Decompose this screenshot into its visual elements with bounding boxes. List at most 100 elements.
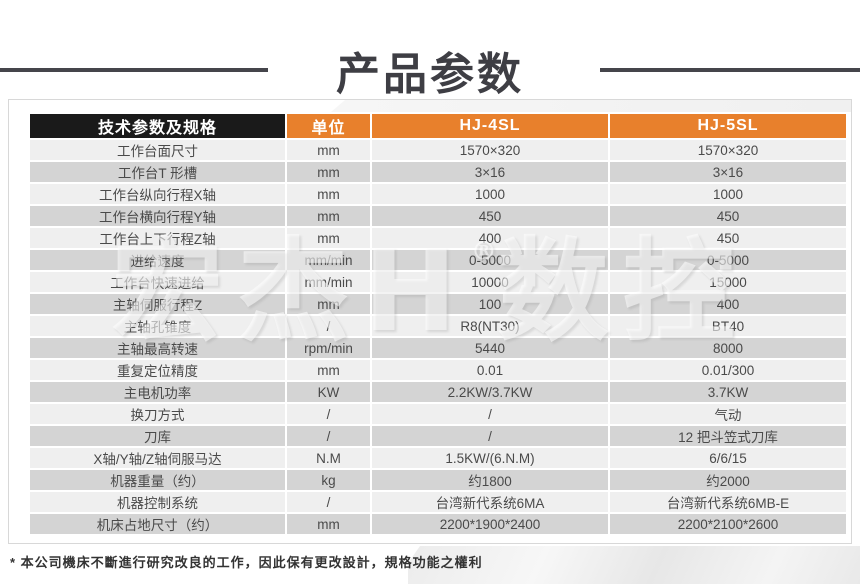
title-band: 产品参数	[0, 30, 860, 99]
spec-cell-hj5sl: 1570×320	[610, 140, 846, 160]
spec-cell-hj4sl: 2.2KW/3.7KW	[372, 382, 608, 402]
spec-row: 刀库 / / 12 把斗笠式刀库	[30, 426, 846, 446]
spec-row: 机器控制系统 / 台湾新代系统6MA 台湾新代系统6MB-E	[30, 492, 846, 512]
spec-row: 工作台横向行程Y轴 mm 450 450	[30, 206, 846, 226]
spec-cell-label: 机器控制系统	[30, 492, 285, 512]
spec-cell-label: 进给速度	[30, 250, 285, 270]
spec-cell-hj4sl: 台湾新代系统6MA	[372, 492, 608, 512]
spec-cell-hj4sl: 0.01	[372, 360, 608, 380]
spec-cell-label: 主电机功率	[30, 382, 285, 402]
spec-row: 主轴伺服行程Z mm 100 400	[30, 294, 846, 314]
header-model-hj5sl: HJ-5SL	[610, 114, 846, 138]
spec-row: 工作台上下行程Z轴 mm 400 450	[30, 228, 846, 248]
title-divider-left	[0, 68, 268, 72]
spec-row: 主轴孔锥度 / R8(NT30) BT40	[30, 316, 846, 336]
spec-cell-label: 工作台纵向行程X轴	[30, 184, 285, 204]
spec-cell-hj4sl: /	[372, 426, 608, 446]
spec-cell-hj5sl: 6/6/15	[610, 448, 846, 468]
spec-cell-hj4sl: 约1800	[372, 470, 608, 490]
spec-row: 进给速度 mm/min 0-5000 0-5000	[30, 250, 846, 270]
spec-cell-hj4sl: 100	[372, 294, 608, 314]
spec-cell-hj4sl: 1.5KW/(6.N.M)	[372, 448, 608, 468]
spec-cell-hj5sl: 12 把斗笠式刀库	[610, 426, 846, 446]
spec-cell-hj5sl: 3.7KW	[610, 382, 846, 402]
spec-cell-hj4sl: 1570×320	[372, 140, 608, 160]
title-divider-right	[600, 68, 860, 72]
spec-cell-label: X轴/Y轴/Z轴伺服马达	[30, 448, 285, 468]
spec-cell-hj4sl: R8(NT30)	[372, 316, 608, 336]
spec-cell-hj4sl: /	[372, 404, 608, 424]
spec-header-row: 技术参数及规格 单位 HJ-4SL HJ-5SL	[30, 114, 846, 138]
spec-cell-hj5sl: 0-5000	[610, 250, 846, 270]
spec-row: 换刀方式 / / 气动	[30, 404, 846, 424]
spec-cell-unit: kg	[287, 470, 370, 490]
spec-cell-unit: /	[287, 404, 370, 424]
spec-cell-unit: mm	[287, 514, 370, 534]
spec-cell-label: 重复定位精度	[30, 360, 285, 380]
spec-cell-hj5sl: BT40	[610, 316, 846, 336]
spec-cell-unit: KW	[287, 382, 370, 402]
spec-cell-unit: /	[287, 316, 370, 336]
spec-cell-label: 工作台上下行程Z轴	[30, 228, 285, 248]
spec-table: 技术参数及规格 单位 HJ-4SL HJ-5SL 工作台面尺寸 mm 1570×…	[28, 112, 848, 536]
spec-row: 重复定位精度 mm 0.01 0.01/300	[30, 360, 846, 380]
spec-cell-label: 工作台快速进给	[30, 272, 285, 292]
spec-cell-label: 工作台横向行程Y轴	[30, 206, 285, 226]
header-parameter: 技术参数及规格	[30, 114, 285, 138]
spec-cell-hj5sl: 2200*2100*2600	[610, 514, 846, 534]
decorative-top-stripe	[331, 100, 851, 112]
spec-cell-hj4sl: 2200*1900*2400	[372, 514, 608, 534]
spec-cell-unit: mm	[287, 360, 370, 380]
header-unit: 单位	[287, 114, 370, 138]
spec-cell-label: 工作台T 形槽	[30, 162, 285, 182]
spec-row: X轴/Y轴/Z轴伺服马达 N.M 1.5KW/(6.N.M) 6/6/15	[30, 448, 846, 468]
spec-row: 机床占地尺寸（约） mm 2200*1900*2400 2200*2100*26…	[30, 514, 846, 534]
spec-table-body: 工作台面尺寸 mm 1570×320 1570×320 工作台T 形槽 mm 3…	[30, 140, 846, 534]
spec-row: 工作台快速进给 mm/min 10000 15000	[30, 272, 846, 292]
spec-cell-label: 主轴伺服行程Z	[30, 294, 285, 314]
spec-cell-unit: mm	[287, 162, 370, 182]
spec-cell-unit: mm/min	[287, 250, 370, 270]
spec-row: 主电机功率 KW 2.2KW/3.7KW 3.7KW	[30, 382, 846, 402]
spec-cell-label: 刀库	[30, 426, 285, 446]
decorative-bottom-gradient	[408, 546, 860, 584]
spec-cell-label: 机器重量（约）	[30, 470, 285, 490]
spec-cell-unit: mm/min	[287, 272, 370, 292]
header-model-hj4sl: HJ-4SL	[372, 114, 608, 138]
spec-cell-hj5sl: 450	[610, 206, 846, 226]
spec-cell-unit: mm	[287, 228, 370, 248]
spec-cell-hj4sl: 5440	[372, 338, 608, 358]
spec-row: 工作台面尺寸 mm 1570×320 1570×320	[30, 140, 846, 160]
spec-cell-unit: mm	[287, 206, 370, 226]
spec-cell-label: 主轴最高转速	[30, 338, 285, 358]
spec-cell-hj5sl: 3×16	[610, 162, 846, 182]
spec-cell-hj4sl: 450	[372, 206, 608, 226]
spec-cell-hj4sl: 400	[372, 228, 608, 248]
spec-cell-hj4sl: 1000	[372, 184, 608, 204]
spec-cell-hj5sl: 气动	[610, 404, 846, 424]
spec-cell-unit: rpm/min	[287, 338, 370, 358]
disclaimer-footnote: * 本公司機床不斷進行研究改良的工作，因此保有更改設計，規格功能之權利	[10, 555, 483, 570]
spec-cell-unit: mm	[287, 184, 370, 204]
spec-cell-label: 主轴孔锥度	[30, 316, 285, 336]
spec-cell-label: 机床占地尺寸（约）	[30, 514, 285, 534]
spec-cell-hj5sl: 15000	[610, 272, 846, 292]
spec-row: 机器重量（约） kg 约1800 约2000	[30, 470, 846, 490]
spec-cell-hj5sl: 400	[610, 294, 846, 314]
spec-cell-label: 换刀方式	[30, 404, 285, 424]
spec-cell-hj5sl: 8000	[610, 338, 846, 358]
spec-cell-hj5sl: 1000	[610, 184, 846, 204]
spec-cell-hj5sl: 台湾新代系统6MB-E	[610, 492, 846, 512]
page-title: 产品参数	[336, 50, 524, 99]
spec-cell-hj5sl: 450	[610, 228, 846, 248]
spec-row: 工作台T 形槽 mm 3×16 3×16	[30, 162, 846, 182]
spec-cell-unit: N.M	[287, 448, 370, 468]
spec-cell-unit: /	[287, 492, 370, 512]
spec-row: 主轴最高转速 rpm/min 5440 8000	[30, 338, 846, 358]
spec-table-head: 技术参数及规格 单位 HJ-4SL HJ-5SL	[30, 114, 846, 138]
spec-cell-unit: mm	[287, 294, 370, 314]
spec-cell-unit: /	[287, 426, 370, 446]
spec-row: 工作台纵向行程X轴 mm 1000 1000	[30, 184, 846, 204]
spec-cell-label: 工作台面尺寸	[30, 140, 285, 160]
